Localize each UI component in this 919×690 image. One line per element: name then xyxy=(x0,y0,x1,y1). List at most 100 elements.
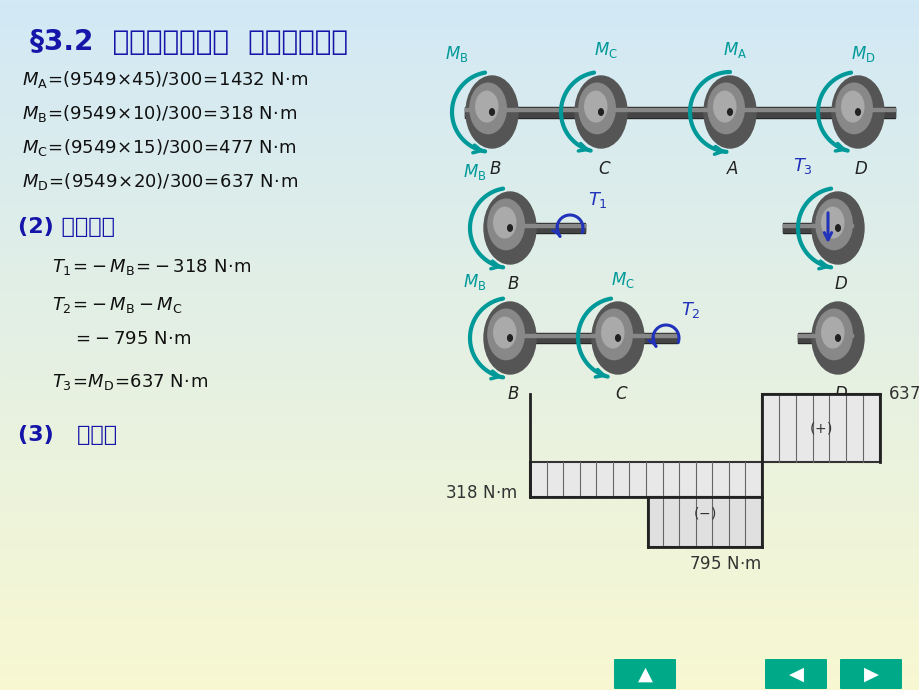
Bar xyxy=(0,607,919,611)
Text: $\it{M}_{\rm{B}}$: $\it{M}_{\rm{B}}$ xyxy=(445,44,468,64)
Bar xyxy=(0,613,919,618)
Text: $318\ \mathrm{N\!\cdot\!m}$: $318\ \mathrm{N\!\cdot\!m}$ xyxy=(445,484,517,502)
Bar xyxy=(0,524,919,528)
Bar xyxy=(0,593,919,597)
Bar xyxy=(0,393,919,397)
Bar xyxy=(0,151,919,155)
Bar xyxy=(0,527,919,531)
Bar xyxy=(0,358,919,362)
Ellipse shape xyxy=(834,335,839,342)
Bar xyxy=(0,569,919,573)
Bar xyxy=(0,686,919,690)
Bar xyxy=(0,186,919,190)
Bar xyxy=(0,210,919,214)
Ellipse shape xyxy=(601,317,623,348)
Bar xyxy=(0,638,919,642)
Bar xyxy=(0,282,919,286)
Bar xyxy=(0,589,919,593)
Bar xyxy=(0,37,919,41)
Ellipse shape xyxy=(596,309,631,359)
Bar xyxy=(0,299,919,304)
Text: $\it{M}_{\rm{A}}$: $\it{M}_{\rm{A}}$ xyxy=(722,40,746,60)
Bar xyxy=(0,575,919,580)
Bar xyxy=(0,627,919,631)
Ellipse shape xyxy=(574,76,627,148)
Bar xyxy=(0,306,919,310)
Bar xyxy=(0,237,919,242)
Text: D: D xyxy=(834,385,846,403)
Bar xyxy=(0,20,919,24)
Bar xyxy=(0,493,919,497)
Bar xyxy=(782,224,852,232)
Text: $\it{T}_2$: $\it{T}_2$ xyxy=(680,300,700,320)
Bar xyxy=(0,251,919,255)
Bar xyxy=(0,124,919,128)
Bar xyxy=(499,334,677,337)
Text: C: C xyxy=(615,385,626,403)
Text: $\it{M}_{\rm{B}}$: $\it{M}_{\rm{B}}$ xyxy=(463,162,486,182)
Bar xyxy=(761,394,879,462)
Ellipse shape xyxy=(707,83,743,134)
Bar xyxy=(0,313,919,317)
Bar xyxy=(0,13,919,17)
Bar xyxy=(0,538,919,542)
Bar xyxy=(0,472,919,476)
Bar xyxy=(0,44,919,48)
Bar xyxy=(0,137,919,141)
Bar xyxy=(0,365,919,369)
Bar xyxy=(797,334,852,337)
Bar xyxy=(464,108,894,117)
Bar xyxy=(0,268,919,273)
Ellipse shape xyxy=(475,91,497,122)
Bar xyxy=(0,389,919,393)
Ellipse shape xyxy=(494,207,516,238)
Bar xyxy=(0,134,919,138)
Bar xyxy=(0,603,919,607)
Bar xyxy=(0,255,919,259)
Bar xyxy=(0,648,919,652)
Bar xyxy=(0,30,919,34)
Ellipse shape xyxy=(811,302,863,374)
Bar xyxy=(0,410,919,414)
Bar xyxy=(0,234,919,238)
Text: $\it{M}_{\rm{A}}\!=\!(9549\!\times\!45)/300\!=\!1432\ \rm{N\!\cdot\!m}$: $\it{M}_{\rm{A}}\!=\!(9549\!\times\!45)/… xyxy=(22,70,308,90)
FancyBboxPatch shape xyxy=(613,659,675,689)
Bar xyxy=(0,400,919,404)
Text: ▲: ▲ xyxy=(637,664,652,684)
Ellipse shape xyxy=(834,225,839,231)
Text: $\it{T}_3$: $\it{T}_3$ xyxy=(792,156,812,176)
Bar xyxy=(0,406,919,411)
FancyBboxPatch shape xyxy=(765,659,826,689)
Bar xyxy=(0,451,919,455)
Bar xyxy=(0,624,919,628)
Text: $\it{M}_{\rm{C}}\!=\!(9549\!\times\!15)/300\!=\!477\ \rm{N\!\cdot\!m}$: $\it{M}_{\rm{C}}\!=\!(9549\!\times\!15)/… xyxy=(22,137,297,159)
Bar xyxy=(0,89,919,93)
Bar xyxy=(0,372,919,376)
Bar xyxy=(0,148,919,152)
Bar xyxy=(0,72,919,76)
Bar xyxy=(0,424,919,428)
Bar xyxy=(0,682,919,687)
Bar xyxy=(0,58,919,62)
Ellipse shape xyxy=(487,309,524,359)
Bar xyxy=(0,182,919,186)
Bar xyxy=(0,48,919,52)
Bar xyxy=(0,531,919,535)
Bar xyxy=(0,86,919,90)
Bar xyxy=(0,65,919,69)
Text: $(-)$: $(-)$ xyxy=(693,505,716,521)
Bar xyxy=(0,82,919,86)
Text: ◀: ◀ xyxy=(788,664,802,684)
Ellipse shape xyxy=(483,302,536,374)
Bar xyxy=(0,676,919,680)
Bar xyxy=(0,379,919,383)
Bar xyxy=(0,0,919,3)
Bar xyxy=(464,108,894,110)
Bar xyxy=(0,241,919,245)
Bar xyxy=(0,582,919,586)
FancyBboxPatch shape xyxy=(839,659,901,689)
Bar xyxy=(0,206,919,210)
Ellipse shape xyxy=(483,192,536,264)
Ellipse shape xyxy=(727,109,732,115)
Ellipse shape xyxy=(487,199,524,250)
